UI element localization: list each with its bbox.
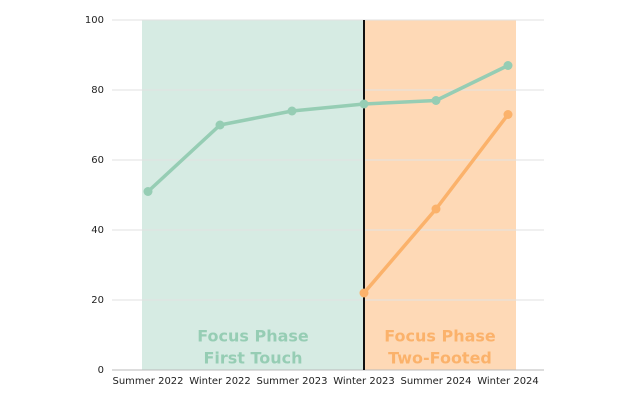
series-line (146, 63, 509, 193)
data-point (503, 61, 513, 70)
data-point (431, 96, 441, 105)
x-tick-label: Summer 2022 (112, 376, 183, 387)
y-tick-label: 40 (91, 225, 104, 236)
phase-label: Focus Phase (197, 327, 309, 346)
y-tick-label: 100 (85, 15, 104, 26)
data-point (359, 99, 369, 109)
x-tick-label: Winter 2024 (477, 376, 539, 387)
phase-label: Two-Footed (388, 349, 492, 368)
y-tick-label: 80 (91, 85, 104, 96)
phase-label: Focus Phase (384, 327, 496, 346)
data-point (287, 106, 297, 116)
phase-region (364, 20, 516, 370)
data-point (359, 288, 369, 298)
y-tick-label: 20 (91, 295, 104, 306)
data-point (503, 110, 513, 119)
phase-region (142, 20, 364, 370)
data-point (143, 187, 153, 196)
y-tick-label: 60 (91, 155, 104, 166)
x-tick-label: Winter 2023 (333, 376, 395, 387)
x-tick-label: Winter 2022 (189, 376, 251, 387)
x-tick-label: Summer 2024 (400, 376, 471, 387)
x-tick-label: Summer 2023 (256, 376, 327, 387)
phase-label: First Touch (203, 349, 302, 368)
data-point (215, 120, 225, 130)
data-point (431, 204, 441, 214)
y-tick-label: 0 (98, 365, 104, 376)
